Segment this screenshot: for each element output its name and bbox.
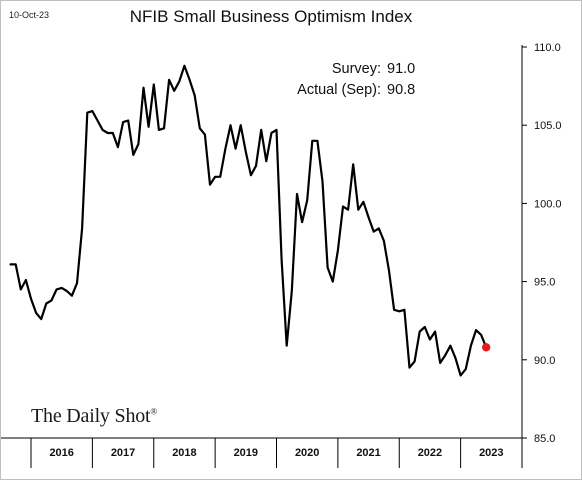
annotation-actual-value: 90.8 [387, 82, 416, 98]
x-tick-label: 2020 [295, 447, 319, 459]
y-tick-label: 90.0 [534, 355, 555, 367]
last-value-marker [481, 343, 491, 352]
date-stamp: 10-Oct-23 [9, 10, 50, 20]
series-line [9, 64, 488, 377]
x-tick-label: 2016 [49, 447, 73, 459]
brand-mark: ® [150, 406, 158, 417]
y-tick-label: 95.0 [534, 277, 555, 289]
x-tick-label: 2022 [418, 447, 442, 459]
annotation-survey-label: Survey: [331, 61, 381, 77]
x-tick-label: 2018 [172, 447, 196, 459]
annotation-actual-label: Actual (Sep): [297, 82, 381, 98]
x-tick-label: 2023 [479, 447, 503, 459]
y-tick-label: 105.0 [534, 120, 562, 132]
annotation-box: Survey: 91.0 Actual (Sep): 90.8 [297, 59, 431, 101]
y-tick-label: 100.0 [534, 198, 562, 210]
brand-name: The Daily Shot [31, 405, 151, 427]
chart-title: NFIB Small Business Optimism Index [129, 7, 413, 26]
y-tick-label: 110.0 [534, 42, 561, 54]
x-tick-label: 2021 [356, 447, 380, 459]
brand-logo: The Daily Shot® [31, 405, 157, 428]
annotation-survey: Survey: 91.0 [297, 59, 431, 80]
x-tick-label: 2019 [234, 447, 258, 459]
x-tick-label: 2017 [111, 447, 135, 459]
annotation-survey-value: 91.0 [387, 61, 416, 77]
annotation-actual: Actual (Sep): 90.8 [297, 80, 431, 101]
y-tick-label: 85.0 [534, 433, 555, 445]
